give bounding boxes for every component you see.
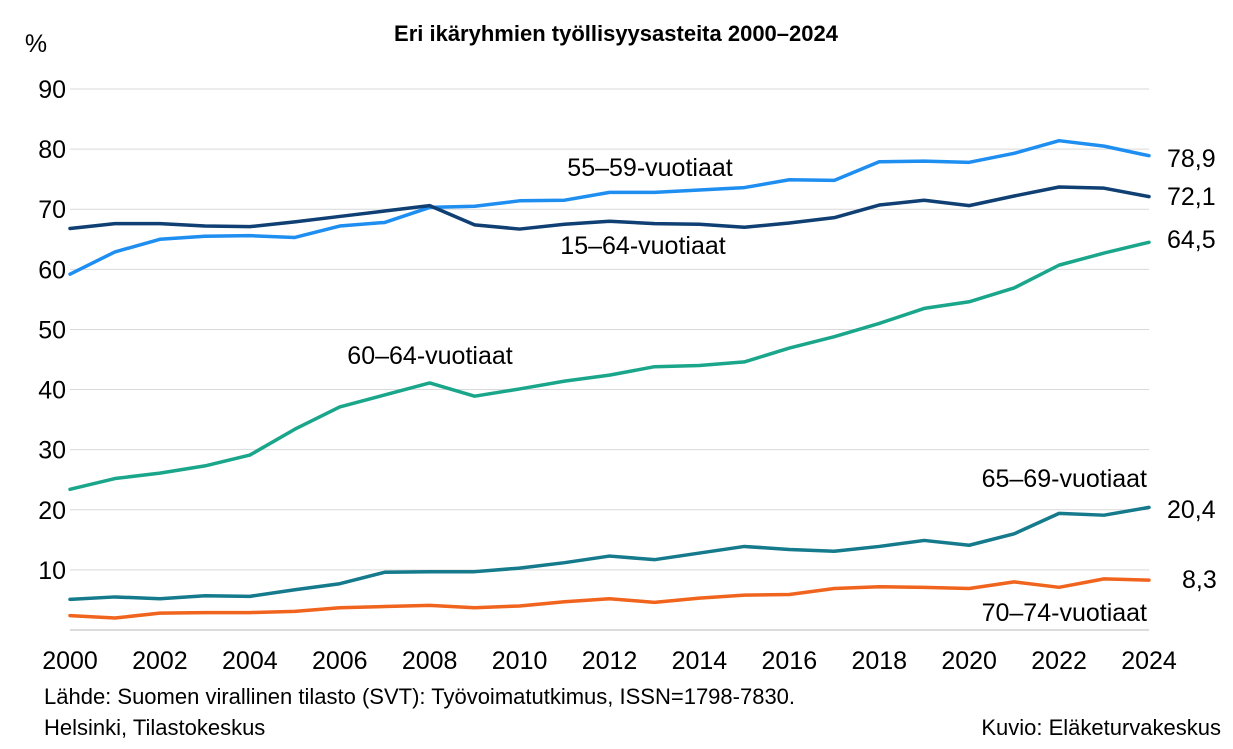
x-tick-label: 2014 [672, 647, 728, 675]
y-tick-label: 90 [38, 76, 66, 104]
x-tick-label: 2002 [132, 647, 188, 675]
end-label-55-59: 78,9 [1167, 145, 1216, 173]
x-tick-label: 2012 [582, 647, 638, 675]
x-tick-label: 2000 [42, 647, 98, 675]
y-axis-unit: % [25, 30, 47, 58]
y-tick-label: 40 [38, 377, 66, 405]
x-tick-label: 2022 [1031, 647, 1087, 675]
y-tick-label: 70 [38, 196, 66, 224]
x-tick-label: 2024 [1121, 647, 1177, 675]
y-tick-label: 80 [38, 136, 66, 164]
x-tick-label: 2016 [762, 647, 818, 675]
series-lines [68, 138, 1151, 620]
source-line-2: Helsinki, Tilastokeskus [44, 715, 266, 740]
x-tick-label: 2010 [492, 647, 548, 675]
series-line-1 [68, 185, 1151, 231]
series-line-2 [68, 240, 1151, 492]
end-label-15-64: 72,1 [1167, 183, 1216, 211]
chart-title: Eri ikäryhmien työllisyysasteita 2000–20… [394, 21, 839, 46]
y-tick-label: 10 [38, 557, 66, 585]
x-tick-label: 2004 [222, 647, 278, 675]
x-axis-ticks: 2000 2002 2004 2006 2008 2010 2012 2014 2016 2018… [42, 647, 1177, 675]
end-label-60-64: 64,5 [1167, 226, 1216, 254]
end-label-65-69: 20,4 [1167, 496, 1216, 524]
y-tick-label: 50 [38, 316, 66, 344]
x-tick-label: 2020 [941, 647, 997, 675]
series-label-65-69: 65–69-vuotiaat [982, 465, 1147, 493]
series-label-55-59: 55–59-vuotiaat [567, 154, 732, 182]
y-tick-label: 60 [38, 256, 66, 284]
x-tick-label: 2018 [851, 647, 907, 675]
series-label-60-64: 60–64-vuotiaat [347, 342, 512, 370]
series-line-3 [68, 505, 1151, 602]
y-tick-label: 30 [38, 437, 66, 465]
source-line-1: Lähde: Suomen virallinen tilasto (SVT): … [44, 684, 796, 709]
x-tick-label: 2006 [312, 647, 368, 675]
x-tick-label: 2008 [402, 647, 458, 675]
series-line-0 [68, 138, 1151, 276]
figure-credit: Kuvio: Eläketurvakeskus [981, 715, 1221, 740]
end-label-70-74: 8,3 [1182, 566, 1217, 594]
y-axis-ticks: 10 20 30 40 50 60 70 80 90 [38, 76, 66, 585]
series-label-70-74: 70–74-vuotiaat [982, 599, 1147, 627]
gridlines [70, 88, 1149, 571]
y-tick-label: 20 [38, 497, 66, 525]
series-line-4 [68, 577, 1151, 620]
series-label-15-64: 15–64-vuotiaat [560, 232, 725, 260]
